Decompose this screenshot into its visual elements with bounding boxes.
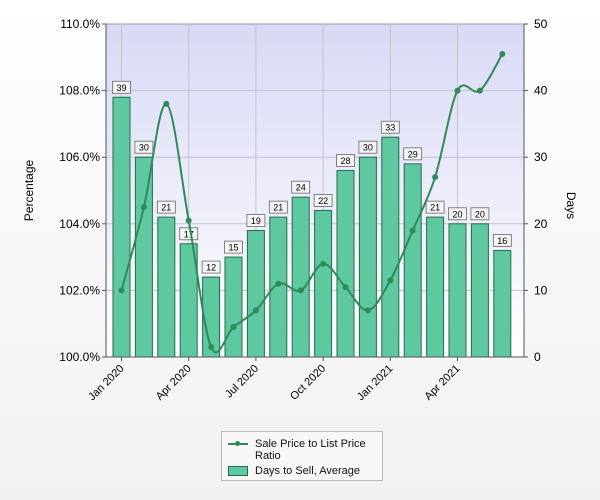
line-point: [163, 100, 170, 107]
bar-value-label-box: [156, 200, 176, 214]
bar-value-label-box: [470, 207, 490, 221]
line-point: [320, 260, 327, 267]
legend-label-bar: Days to Sell, Average: [255, 465, 360, 477]
bar-value-label-box: [492, 234, 512, 247]
bar-value-label-box: [358, 140, 378, 154]
bar: [224, 256, 243, 358]
y-axis-title: Percentage: [22, 159, 36, 221]
bar-value-label-box: [112, 80, 131, 94]
y2-tick-label: 0: [534, 350, 541, 364]
bar: [157, 216, 176, 358]
bar-value-label: 21: [161, 203, 171, 213]
bar: [493, 249, 512, 358]
y-tick-label: 102.0%: [59, 283, 100, 297]
line-point: [252, 307, 259, 314]
line-point: [409, 227, 416, 234]
bar-value-label-box: [313, 194, 333, 207]
bar-value-label: 20: [452, 209, 462, 219]
line-point: [476, 87, 483, 94]
bar-value-label: 20: [475, 209, 485, 219]
bar: [269, 216, 288, 358]
bar-value-label: 19: [251, 216, 261, 226]
bar: [246, 229, 265, 358]
x-tick-label: Apr 2020: [154, 363, 194, 403]
bar: [134, 156, 153, 358]
line-point: [499, 50, 506, 57]
bar-value-label: 29: [408, 149, 418, 159]
bar-value-label: 30: [363, 143, 373, 153]
y-tick-label: 108.0%: [59, 84, 100, 98]
y-tick-label: 104.0%: [59, 217, 100, 231]
y2-axis-title: Days: [564, 192, 578, 219]
x-tick-label: Jul 2020: [223, 363, 261, 401]
bar: [426, 216, 445, 358]
line-point: [454, 87, 461, 94]
bar: [381, 136, 400, 358]
bar-value-label-box: [380, 120, 400, 134]
bar-swatch-icon: [228, 466, 248, 476]
line-point: [140, 204, 147, 211]
bar-value-label-box: [224, 240, 243, 254]
bar-value-label-box: [291, 180, 311, 194]
bar-value-label: 33: [385, 123, 395, 133]
bar: [403, 163, 422, 358]
legend-label-line: Sale Price to List Price Ratio: [255, 438, 366, 462]
legend: Sale Price to List Price Ratio Days to S…: [221, 431, 383, 481]
line-point: [297, 287, 304, 294]
bar-value-label: 17: [184, 229, 194, 239]
bar-value-label: 28: [340, 156, 350, 166]
bar-value-label-box: [336, 154, 355, 167]
bar: [112, 96, 131, 358]
y2-tick-label: 50: [534, 17, 548, 31]
line-point: [185, 217, 192, 224]
y-tick-label: 100.0%: [59, 350, 100, 364]
bar-value-label: 30: [139, 143, 149, 153]
bar-value-label-box: [179, 227, 199, 241]
line-point: [275, 280, 282, 287]
line-point: [208, 344, 215, 351]
y2-tick-label: 20: [534, 217, 548, 231]
legend-item-line: Sale Price to List Price Ratio: [228, 438, 380, 462]
bar-value-label-box: [448, 207, 467, 221]
bar: [314, 209, 333, 358]
bar-value-label: 22: [318, 196, 328, 206]
x-tick-label: Jan 2020: [86, 363, 126, 403]
bar-value-label-box: [134, 140, 154, 154]
line-point: [387, 277, 394, 284]
bar-value-label-box: [425, 200, 445, 214]
bar-value-label: 15: [228, 243, 238, 253]
line-point: [230, 324, 237, 331]
line-point: [342, 284, 349, 291]
y2-tick-label: 30: [534, 150, 548, 164]
y2-tick-label: 10: [534, 283, 548, 297]
line-swatch-icon: [228, 438, 248, 450]
bar-value-label: 21: [273, 203, 283, 213]
bar: [448, 223, 467, 358]
line-point: [432, 174, 439, 181]
bar-value-label: 12: [206, 263, 216, 273]
bar-value-label: 24: [296, 183, 306, 193]
x-tick-label: Jan 2021: [355, 363, 395, 403]
bar-value-label-box: [246, 214, 266, 227]
bar: [358, 156, 377, 358]
bar-value-label: 21: [430, 203, 440, 213]
x-tick-label: Apr 2021: [423, 363, 463, 403]
y2-tick-label: 40: [534, 84, 548, 98]
y-tick-label: 106.0%: [59, 150, 100, 164]
x-tick-label: Oct 2020: [288, 363, 328, 403]
bar-value-label-box: [201, 260, 221, 274]
line-point: [118, 287, 125, 294]
legend-item-bar: Days to Sell, Average: [228, 465, 380, 477]
bar: [336, 170, 355, 358]
bar-value-label-box: [268, 200, 288, 214]
bar: [291, 196, 310, 358]
bar: [470, 223, 489, 358]
y-tick-label: 110.0%: [60, 17, 100, 31]
bar-value-label: 39: [116, 83, 126, 93]
bar-value-label-box: [403, 147, 423, 161]
bar-value-label: 16: [497, 236, 507, 246]
line-point: [364, 307, 371, 314]
